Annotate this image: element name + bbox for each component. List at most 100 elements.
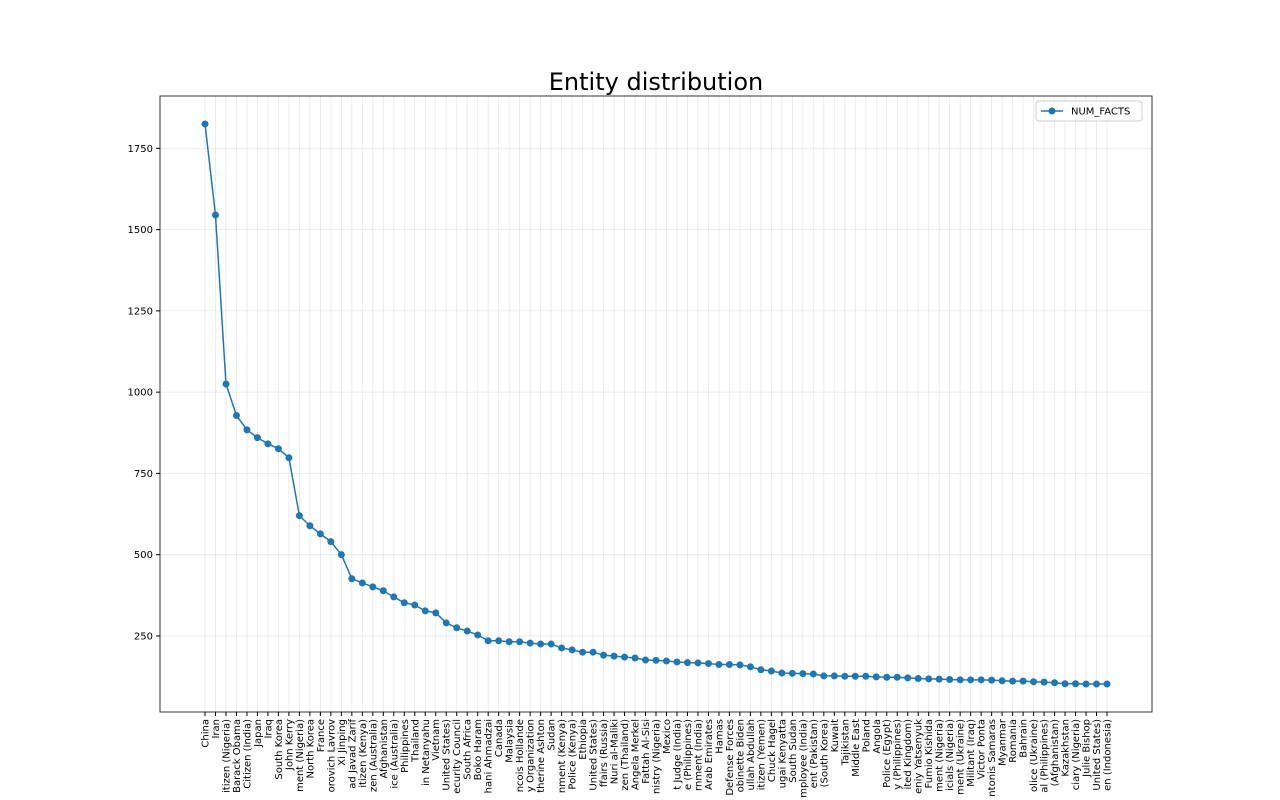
marker <box>463 627 471 635</box>
y-tick-label: 1500 <box>128 225 153 236</box>
x-tick-label: zen (Australia) <box>368 719 379 792</box>
x-tick-label: Canada <box>494 719 505 757</box>
marker <box>547 640 555 648</box>
x-tick-label: ent (Pakistan) <box>809 719 820 788</box>
marker <box>820 672 828 680</box>
marker <box>694 659 702 667</box>
x-tick-label: North Korea <box>305 719 316 779</box>
marker <box>935 675 943 683</box>
x-tick-label: France <box>316 719 327 752</box>
marker <box>1082 680 1090 688</box>
x-tick-label: Kuwait <box>830 719 841 752</box>
x-tick-label: hani Ahmadzai <box>484 719 495 793</box>
marker <box>453 624 461 632</box>
x-tick-label: ffairs (Russia) <box>599 719 610 787</box>
x-tick-label: y (Philippines) <box>893 719 904 790</box>
x-tick-label: Angola <box>872 719 883 754</box>
x-tick-label: Myanmar <box>998 718 1009 766</box>
marker <box>369 583 377 591</box>
marker <box>484 637 492 645</box>
x-tick-label: Hamas <box>714 719 725 754</box>
x-tick-label: Afghanistan <box>379 719 390 779</box>
x-tick-label: Poland <box>861 719 872 752</box>
marker <box>610 652 618 660</box>
marker <box>400 599 408 607</box>
marker <box>1009 677 1017 685</box>
marker <box>526 639 534 647</box>
x-tick-label: Fumio Kishida <box>924 719 935 789</box>
y-tick-label: 250 <box>134 631 153 642</box>
x-tick-label: icials (Nigeria) <box>945 719 956 791</box>
x-tick-label: ncois Hollande <box>515 719 526 792</box>
marker <box>274 445 282 453</box>
marker <box>295 512 303 520</box>
marker <box>421 607 429 615</box>
marker <box>778 669 786 677</box>
x-tick-label: Julie Bishop <box>1082 719 1093 778</box>
marker <box>348 575 356 583</box>
marker <box>201 120 209 128</box>
x-tick-label: South Africa <box>463 719 474 780</box>
marker <box>631 654 639 662</box>
x-tick-label: eniy Yatsenyuk <box>914 719 925 794</box>
marker <box>967 676 975 684</box>
marker <box>306 522 314 530</box>
x-tick-label: zen (Thailand) <box>620 719 631 791</box>
marker <box>704 660 712 668</box>
marker <box>222 380 230 388</box>
plot-frame <box>159 95 1153 713</box>
x-tick-label: nistry (Nigeria) <box>652 719 663 794</box>
marker <box>1093 680 1101 688</box>
marker <box>516 638 524 646</box>
marker <box>589 648 597 656</box>
x-tick-label: Kazakhstan <box>1061 719 1072 777</box>
marker <box>809 670 817 678</box>
marker <box>442 619 450 627</box>
x-tick-label: Sudan <box>547 719 558 751</box>
x-tick-label: rnment (India) <box>693 719 704 791</box>
marker <box>715 661 723 669</box>
marker <box>883 673 891 681</box>
x-tick-label: Iran <box>211 719 222 739</box>
x-tick-label: Police (Egypt) <box>882 719 893 788</box>
x-tick-label: United States) <box>589 719 600 791</box>
marker <box>253 434 261 442</box>
x-tick-label: Ethiopia <box>578 719 589 760</box>
x-tick-label: al (Philippines) <box>1040 719 1051 793</box>
marker <box>432 609 440 617</box>
x-tick-label: Romania <box>1008 719 1019 763</box>
legend-box <box>1035 100 1143 122</box>
x-tick-label: Middle East <box>851 719 862 777</box>
marker <box>1061 680 1069 688</box>
x-tick-label: ciary (Nigeria) <box>1071 719 1082 790</box>
x-tick-label: Xi Jinping <box>337 719 348 766</box>
x-tick-label: en (Indonesia) <box>1103 719 1114 791</box>
marker <box>1030 678 1038 686</box>
marker <box>757 666 765 674</box>
x-tick-label: ntonis Samaras <box>987 719 998 797</box>
x-tick-label: John Kerry <box>284 719 295 771</box>
x-tick-label: Mexico <box>662 719 673 754</box>
x-tick-label: Bahrain <box>1019 719 1030 758</box>
x-tick-label: itizen (Nigeria) <box>221 719 232 793</box>
marker <box>474 631 482 639</box>
marker <box>327 538 335 546</box>
marker <box>600 651 608 659</box>
marker <box>652 656 660 664</box>
x-tick-label: ment (Ukraine) <box>956 719 967 795</box>
marker <box>358 579 366 587</box>
x-tick-label: Arab Emirates <box>704 719 715 790</box>
x-tick-label: Vietnam <box>431 719 442 761</box>
x-tick-label: e (Philippines) <box>683 719 694 790</box>
x-tick-label: Police (Kenya) <box>568 719 579 790</box>
marker <box>977 676 985 684</box>
x-tick-label: Fattah Al-Sisi <box>641 719 652 784</box>
x-tick-label: olice (Ukraine) <box>1029 719 1040 792</box>
marker <box>264 440 272 448</box>
x-tick-label: Angela Merkel <box>631 719 642 790</box>
x-tick-label: in Netanyahu <box>421 719 432 786</box>
x-tick-label: itizen (Yemen) <box>756 719 767 790</box>
marker <box>1072 680 1080 688</box>
marker <box>505 638 513 646</box>
marker <box>285 454 293 462</box>
